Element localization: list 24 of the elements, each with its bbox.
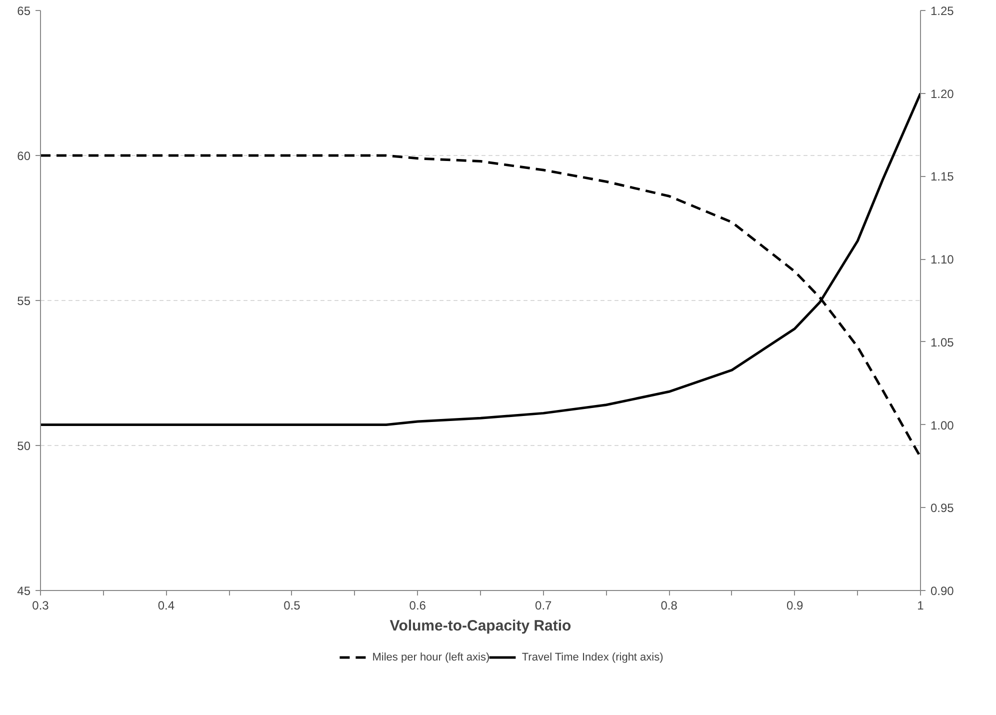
y2-tick-label: 0.90 xyxy=(930,584,954,598)
legend-label: Travel Time Index (right axis) xyxy=(522,652,664,664)
legend-label: Miles per hour (left axis) xyxy=(372,652,490,664)
x-tick-label: 0.7 xyxy=(535,598,552,612)
x-tick-label: 1 xyxy=(917,598,924,612)
y2-tick-label: 0.95 xyxy=(930,501,954,516)
x-tick-label: 0.3 xyxy=(32,598,50,612)
x-tick-label: 0.6 xyxy=(409,598,426,612)
y-tick-label: 55 xyxy=(17,294,31,308)
y-tick-label: 45 xyxy=(17,584,31,598)
y2-tick-label: 1.05 xyxy=(930,335,954,350)
x-tick-label: 0.9 xyxy=(786,598,804,612)
x-axis-title: Volume-to-Capacity Ratio xyxy=(390,618,572,634)
y2-tick-label: 1.15 xyxy=(930,170,954,184)
y-tick-label: 65 xyxy=(17,4,31,18)
x-tick-label: 0.4 xyxy=(158,598,175,612)
x-tick-label: 0.8 xyxy=(660,598,678,612)
y2-tick-label: 1.20 xyxy=(930,86,954,101)
y-tick-label: 60 xyxy=(17,149,31,163)
y2-tick-label: 1.00 xyxy=(930,418,954,432)
y2-tick-label: 1.25 xyxy=(930,4,954,18)
x-tick-label: 0.5 xyxy=(284,598,301,612)
y2-tick-label: 1.10 xyxy=(930,252,954,267)
y-tick-label: 50 xyxy=(17,439,31,453)
